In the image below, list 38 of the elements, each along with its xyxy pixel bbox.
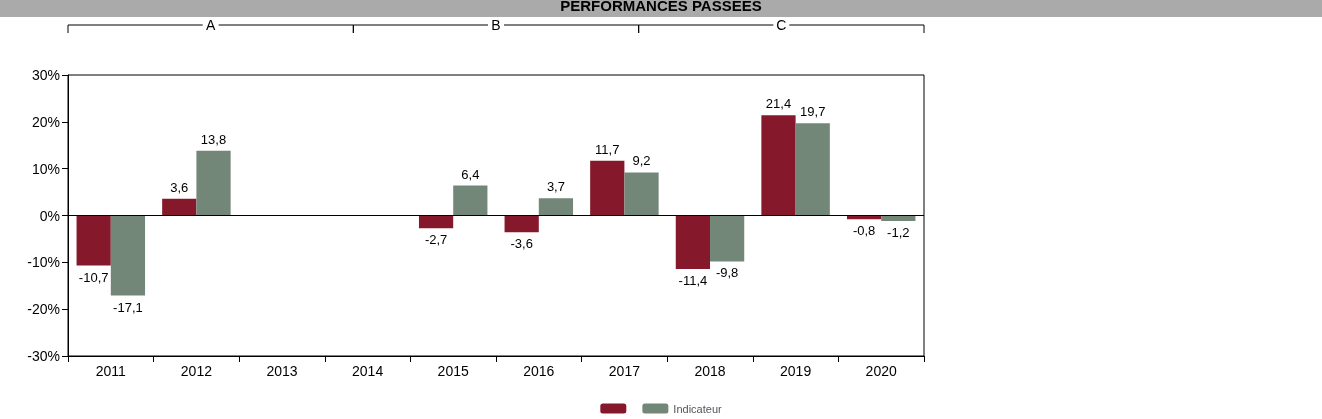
x-tick-label: 2018 [694,363,726,379]
data-label: -3,6 [510,236,533,252]
x-tick-label: 2017 [608,363,641,379]
text: A [205,17,216,33]
data-label: -0,8 [852,223,876,239]
text: B [491,17,501,33]
text: C [776,17,787,33]
y-tick-label: -20% [27,301,60,318]
x-tick-label: 2013 [266,363,298,379]
x-tick-label: 2015 [437,363,469,379]
y-tick-label: -30% [27,348,60,364]
y-tick-label: 30% [31,67,60,83]
data-label: 13,8 [200,131,227,147]
x-tick-label: 2011 [95,363,127,379]
data-label: 3,7 [546,179,565,195]
data-label: -17,1 [113,299,143,315]
x-tick-label: 2020 [865,363,897,379]
legend-label: Indicateur [673,402,723,415]
data-label: -11,4 [678,272,708,288]
x-tick-label: 2014 [352,363,384,379]
data-label: 19,7 [800,104,826,120]
data-label: 3,6 [170,179,189,195]
data-label: 21,4 [765,96,792,112]
data-label: -1,2 [887,225,910,241]
data-label: -2,7 [424,232,448,248]
chart-title: PERFORMANCES PASSEES [560,0,762,14]
data-label: 6,4 [461,166,480,182]
x-tick-label: 2019 [780,363,812,379]
data-label: -10,7 [78,269,109,285]
y-tick-label: 0% [39,207,60,224]
data-label: -9,8 [715,265,739,281]
data-label: 11,7 [595,141,620,157]
data-label: 9,2 [632,153,651,169]
y-tick-label: -10% [27,254,60,271]
y-tick-label: 10% [31,160,60,177]
x-tick-label: 2012 [180,363,213,379]
x-tick-label: 2016 [523,363,555,379]
y-tick-label: 20% [31,113,60,130]
